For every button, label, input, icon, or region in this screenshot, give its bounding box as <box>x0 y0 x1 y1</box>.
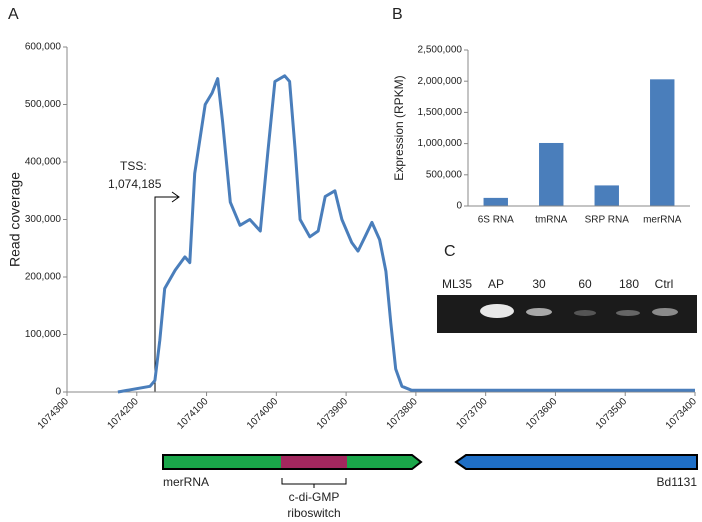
y-tick-label: 1,500,000 <box>418 107 463 118</box>
gene-label: Bd1131 <box>657 475 698 489</box>
bar <box>539 142 564 206</box>
gel-image <box>437 295 697 333</box>
annotation: 1,074,185 <box>108 177 162 191</box>
y-axis-label: Read coverage <box>7 172 23 267</box>
x-tick-label: SRP RNA <box>585 215 630 226</box>
gel-band <box>652 308 678 316</box>
y-tick-label: 0 <box>456 201 462 212</box>
x-tick-label: 1073400 <box>664 396 700 432</box>
riboswitch-region <box>281 456 347 468</box>
x-tick-label: 6S RNA <box>478 215 514 226</box>
bar <box>483 197 508 206</box>
coverage-line <box>117 74 695 394</box>
x-tick-label: 1074000 <box>245 396 281 432</box>
x-tick-label: 1073500 <box>594 396 630 432</box>
y-tick-label: 1,000,000 <box>418 138 463 149</box>
panel-label: C <box>444 243 456 260</box>
x-tick-label: 1073800 <box>385 396 421 432</box>
lane-label: 180 <box>619 277 639 291</box>
lane-label: AP <box>488 277 504 291</box>
lane-label: 60 <box>578 277 592 291</box>
gel-band <box>480 304 514 318</box>
feature-label: riboswitch <box>287 506 340 520</box>
y-tick-label: 300,000 <box>25 214 62 225</box>
y-tick-label: 500,000 <box>25 99 62 110</box>
gel-band <box>574 310 596 316</box>
lane-label: 30 <box>532 277 546 291</box>
annotation: TSS: <box>120 159 147 173</box>
bracket <box>281 478 347 485</box>
bar <box>594 185 619 206</box>
y-tick-label: 2,500,000 <box>418 45 463 56</box>
tss-arrowhead <box>171 191 180 203</box>
feature-label: c-di-GMP <box>289 490 340 504</box>
x-tick-label: 1073700 <box>454 396 490 432</box>
y-tick-label: 400,000 <box>25 157 62 168</box>
tss-arrow <box>154 196 178 392</box>
x-tick-label: merRNA <box>643 215 682 226</box>
lane-label: Ctrl <box>655 277 674 291</box>
panel-label: B <box>392 6 403 23</box>
y-tick-label: 2,000,000 <box>418 76 463 87</box>
x-tick-label: 1074200 <box>105 396 141 432</box>
x-tick-label: 1073900 <box>315 396 351 432</box>
lane-label: ML35 <box>442 277 472 291</box>
x-tick-label: 1074300 <box>36 396 72 432</box>
panel-label: A <box>8 6 19 23</box>
bar <box>650 79 675 206</box>
gene-label: merRNA <box>163 475 209 489</box>
x-tick-label: 1073600 <box>524 396 560 432</box>
gel-band <box>526 308 552 316</box>
y-tick-label: 100,000 <box>25 329 62 340</box>
gel-band <box>616 310 640 316</box>
y-tick-label: 200,000 <box>25 272 62 283</box>
x-tick-label: 1074100 <box>175 396 211 432</box>
y-tick-label: 500,000 <box>426 169 463 180</box>
gene-arrow <box>454 454 698 470</box>
y-axis-label: Expression (RPKM) <box>392 75 406 180</box>
y-tick-label: 600,000 <box>25 42 62 53</box>
x-tick-label: tmRNA <box>535 215 568 226</box>
y-tick-label: 0 <box>55 387 61 398</box>
